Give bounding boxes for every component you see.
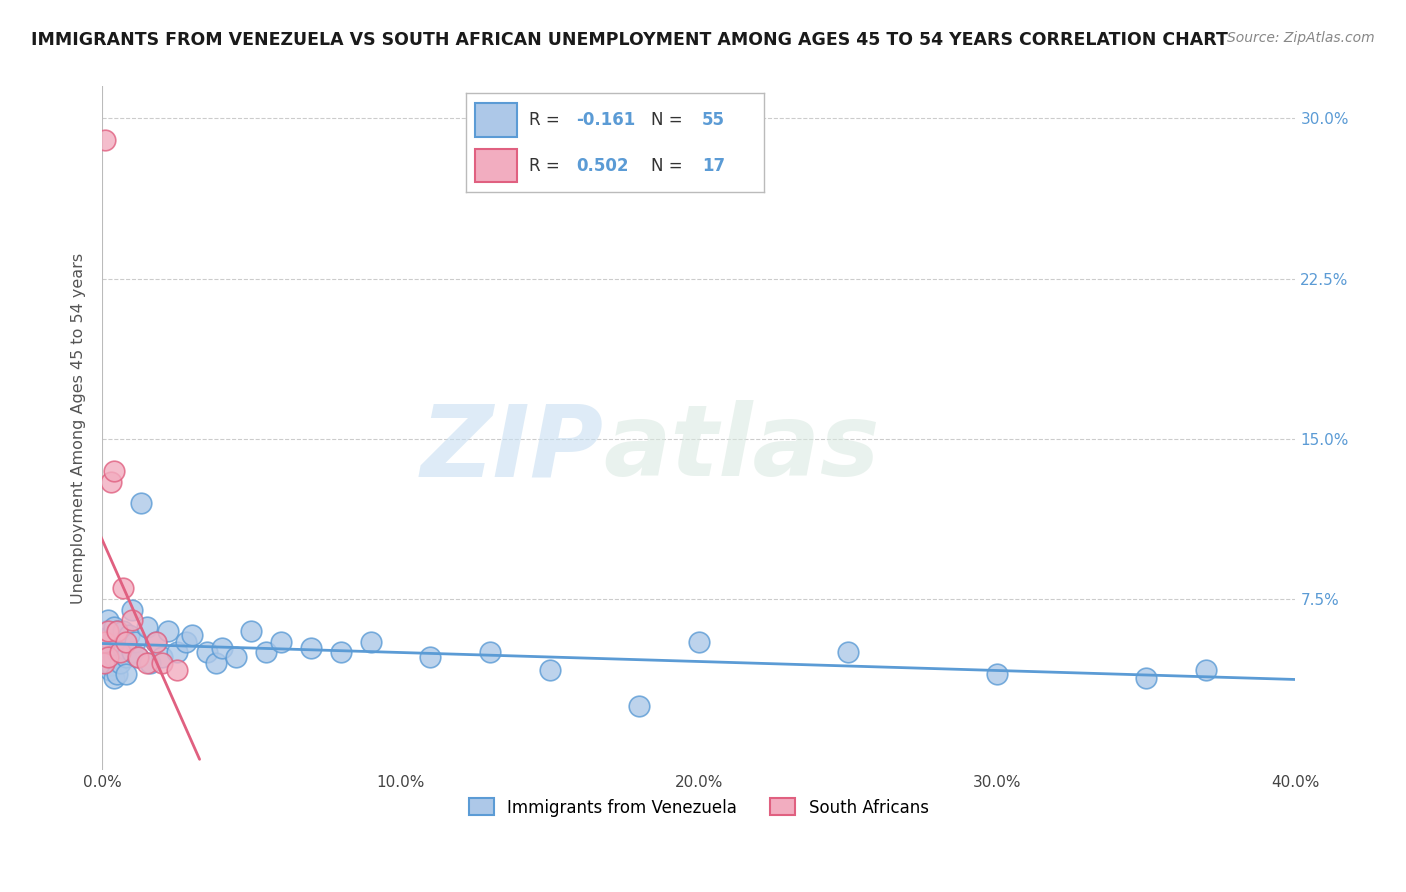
Point [100, 658, 122, 673]
Point [115, 635, 138, 649]
Y-axis label: Unemployment Among Ages 45 to 54 years: Unemployment Among Ages 45 to 54 years [72, 252, 86, 604]
Text: ZIP: ZIP [420, 401, 603, 497]
Point [145, 635, 167, 649]
Point [145, 635, 167, 649]
Point [837, 645, 859, 659]
Point [150, 649, 173, 664]
Point [105, 624, 128, 639]
Point [97, 624, 120, 639]
Point [94, 133, 117, 147]
Point [124, 635, 146, 649]
Point [240, 624, 263, 639]
Point [100, 635, 122, 649]
Point [254, 645, 277, 659]
Point [112, 624, 135, 639]
Point [108, 656, 131, 670]
Point [97, 614, 120, 628]
Point [100, 475, 122, 489]
Point [299, 641, 322, 656]
Point [103, 464, 125, 478]
Point [94, 635, 117, 649]
Point [105, 624, 128, 639]
Point [360, 635, 382, 649]
Point [94, 624, 117, 639]
Point [94, 649, 117, 664]
Point [270, 635, 292, 649]
Point [156, 624, 179, 639]
Point [329, 645, 352, 659]
Point [986, 666, 1008, 681]
Point [105, 645, 128, 659]
Point [166, 645, 188, 659]
Point [103, 671, 125, 685]
Point [211, 641, 233, 656]
Point [121, 603, 143, 617]
Point [204, 656, 226, 670]
Point [108, 635, 131, 649]
Text: Source: ZipAtlas.com: Source: ZipAtlas.com [1227, 31, 1375, 45]
Point [628, 698, 651, 713]
Point [129, 496, 152, 510]
Point [96, 656, 118, 670]
Point [225, 649, 247, 664]
Point [121, 614, 143, 628]
Point [1135, 671, 1157, 685]
Text: IMMIGRANTS FROM VENEZUELA VS SOUTH AFRICAN UNEMPLOYMENT AMONG AGES 45 TO 54 YEAR: IMMIGRANTS FROM VENEZUELA VS SOUTH AFRIC… [31, 31, 1227, 49]
Point [93, 645, 115, 659]
Point [118, 628, 141, 642]
Point [1195, 663, 1218, 677]
Point [688, 635, 710, 649]
Legend: Immigrants from Venezuela, South Africans: Immigrants from Venezuela, South African… [463, 792, 935, 823]
Point [97, 649, 120, 664]
Point [112, 641, 135, 656]
Point [103, 620, 125, 634]
Point [127, 649, 149, 664]
Point [419, 649, 441, 664]
Point [105, 666, 128, 681]
Point [97, 641, 120, 656]
Point [100, 628, 122, 642]
Point [112, 582, 135, 596]
Point [174, 635, 197, 649]
Point [108, 645, 131, 659]
Point [195, 645, 218, 659]
Text: atlas: atlas [603, 401, 880, 497]
Point [127, 649, 149, 664]
Point [538, 663, 561, 677]
Point [150, 656, 173, 670]
Point [180, 628, 202, 642]
Point [103, 649, 125, 664]
Point [136, 620, 159, 634]
Point [98, 663, 121, 677]
Point [93, 656, 115, 670]
Point [136, 656, 159, 670]
Point [115, 666, 138, 681]
Point [166, 663, 188, 677]
Point [139, 656, 162, 670]
Point [115, 649, 138, 664]
Point [121, 645, 143, 659]
Point [479, 645, 502, 659]
